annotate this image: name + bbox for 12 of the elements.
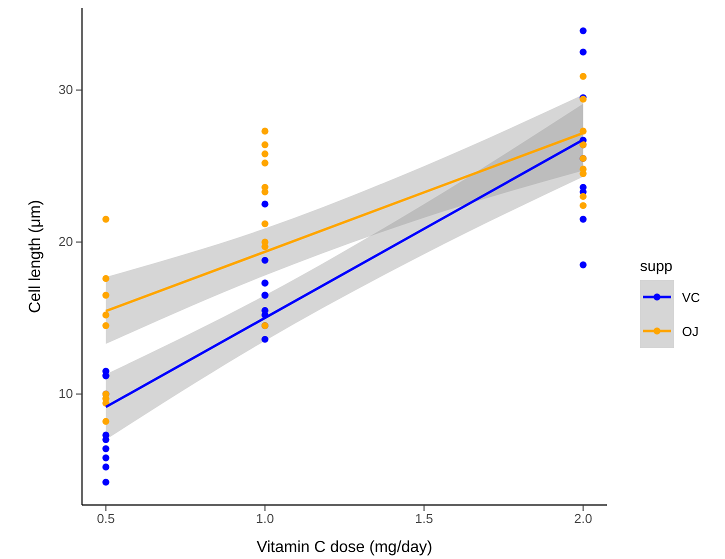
x-tick-label: 1.0: [256, 511, 274, 526]
x-tick-label: 0.5: [96, 511, 115, 526]
legend-title: supp: [640, 258, 673, 275]
y-axis-title: Cell length (μm): [27, 200, 44, 314]
y-tick-label: 20: [58, 234, 73, 250]
x-tick-label: 1.5: [415, 511, 434, 526]
legend-label: VC: [682, 290, 700, 305]
x-axis-title: Vitamin C dose (mg/day): [256, 539, 432, 556]
legend-label: OJ: [682, 324, 699, 339]
x-tick-label: 2.0: [574, 511, 592, 526]
y-tick-label: 30: [58, 82, 73, 98]
y-tick-label: 10: [58, 386, 73, 402]
